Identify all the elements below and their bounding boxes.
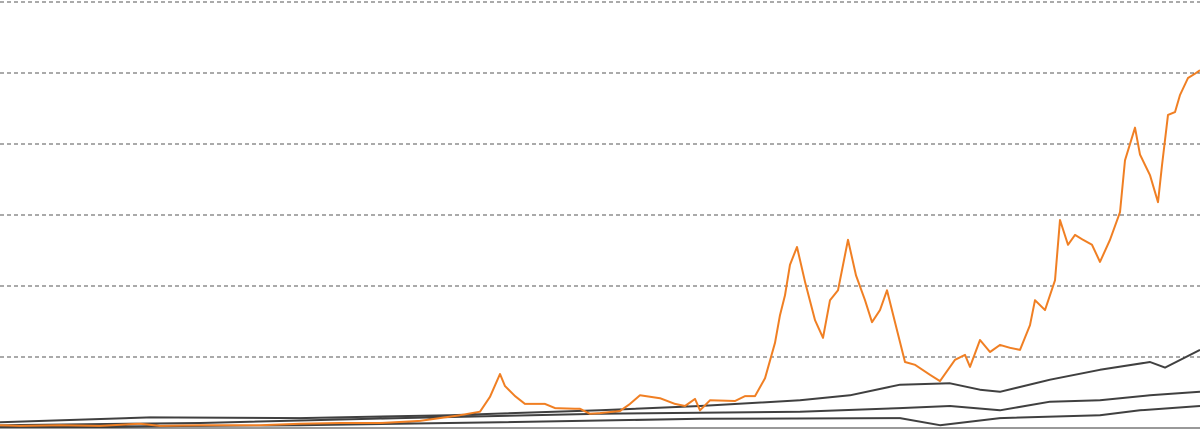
series-line <box>0 390 1200 427</box>
series-line <box>0 349 1200 424</box>
series-line <box>0 405 1200 429</box>
series-line <box>0 69 1200 427</box>
